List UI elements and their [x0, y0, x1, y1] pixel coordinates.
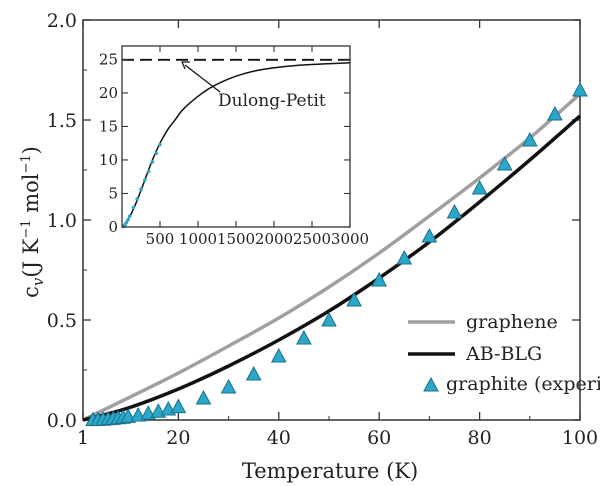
y-axis-title-unit: (J K — [19, 238, 43, 277]
inset-annotation-dulong-petit: Dulong-Petit — [218, 91, 326, 111]
graphite-data-point — [471, 179, 488, 195]
x-tick-label: 20 — [166, 427, 190, 449]
inset-x-tick-label: 2500 — [293, 230, 331, 248]
x-tick-label: 60 — [367, 427, 391, 449]
arrow-shaft — [184, 64, 221, 93]
y-tick-label: 0.5 — [47, 310, 77, 332]
legend: graphene AB-BLG graphite (experiment) — [408, 311, 600, 395]
legend-label-ab-blg: AB-BLG — [465, 343, 542, 365]
legend-label-graphene: graphene — [466, 311, 558, 333]
inset-x-tick-label: 1500 — [217, 230, 255, 248]
x-tick-label: 100 — [562, 427, 598, 449]
inset-axis-ticks — [122, 46, 351, 228]
inset-x-tick-label: 1000 — [179, 230, 217, 248]
inset-data-point — [126, 217, 130, 222]
y-axis-title-close: ) — [19, 146, 43, 154]
graphite-data-point — [371, 271, 388, 287]
inset-data-point — [139, 187, 143, 192]
x-tick-label: 1 — [77, 427, 89, 449]
graphite-data-point — [220, 378, 237, 394]
inset-data-point — [150, 160, 155, 164]
inset-x-tick-label: 500 — [146, 230, 175, 248]
y-axis-title: cv(J K−1 mol−1) — [19, 146, 47, 298]
y-tick-label: 0.0 — [47, 410, 77, 432]
inset-y-tick-label: 0 — [108, 218, 118, 236]
inset-series-group — [121, 58, 351, 229]
inset-data-point — [146, 169, 151, 174]
inset-data-point — [127, 214, 132, 219]
graphite-data-point — [245, 365, 262, 381]
series-line-graphene — [82, 92, 582, 422]
inset-data-point — [131, 205, 136, 210]
graphite-data-point — [296, 329, 312, 345]
y-axis-title-mol: mol — [19, 173, 43, 219]
graphite-data-point — [270, 347, 287, 363]
inset-y-tick-label: 20 — [99, 84, 118, 102]
inset-annotation-arrow — [181, 61, 221, 93]
y-axis-title-c: c — [19, 286, 43, 298]
series-line-ab-blg — [82, 114, 582, 422]
graphite-data-point — [346, 291, 362, 307]
graphite-data-point — [170, 398, 187, 414]
x-tick-label: 80 — [468, 427, 492, 449]
inset-y-tick-label: 10 — [99, 151, 118, 169]
legend-label-graphite: graphite (experiment) — [446, 373, 600, 395]
inset-data-point — [123, 223, 127, 227]
graphite-data-point — [572, 81, 588, 97]
inset-tick-labels: 500 1000 1500 2000 2500 3000 0 5 10 15 20 25 — [99, 50, 369, 248]
arrow-head — [181, 61, 190, 70]
main-series-group — [82, 81, 588, 427]
graphite-data-point — [421, 227, 438, 243]
inset-y-tick-label: 15 — [99, 117, 118, 135]
graphite-data-point — [496, 155, 513, 171]
graphite-data-point — [396, 249, 413, 265]
y-axis-title-sub: v — [29, 277, 47, 286]
inset-data-point — [154, 151, 158, 156]
y-axis-title-exp2: −1 — [19, 154, 34, 173]
inset-data-point — [158, 142, 162, 147]
main-tick-labels: 1 20 40 60 80 1000.00.51.01.52.0 — [47, 10, 598, 449]
y-tick-label: 1.5 — [47, 110, 77, 132]
inset-x-tick-label: 2000 — [255, 230, 293, 248]
inset-background — [122, 46, 350, 227]
inset-y-tick-label: 25 — [99, 50, 118, 68]
y-tick-label: 2.0 — [47, 10, 77, 32]
graphite-data-point — [195, 389, 212, 405]
inset-data-point — [143, 178, 147, 182]
inset-x-tick-label: 3000 — [331, 230, 369, 248]
x-axis-title: Temperature (K) — [242, 459, 418, 483]
graphite-data-point — [321, 311, 337, 327]
x-tick-label: 40 — [267, 427, 291, 449]
y-tick-label: 1.0 — [47, 210, 77, 232]
graphite-data-point — [547, 105, 563, 121]
inset-data-point — [124, 220, 129, 225]
graphite-data-point — [521, 131, 538, 147]
legend-swatch-graphite — [423, 376, 439, 392]
y-axis-title-exp1: −1 — [19, 219, 34, 238]
inset-data-point — [135, 197, 139, 201]
inset-y-tick-label: 5 — [108, 184, 118, 202]
graphite-data-point — [446, 203, 463, 219]
